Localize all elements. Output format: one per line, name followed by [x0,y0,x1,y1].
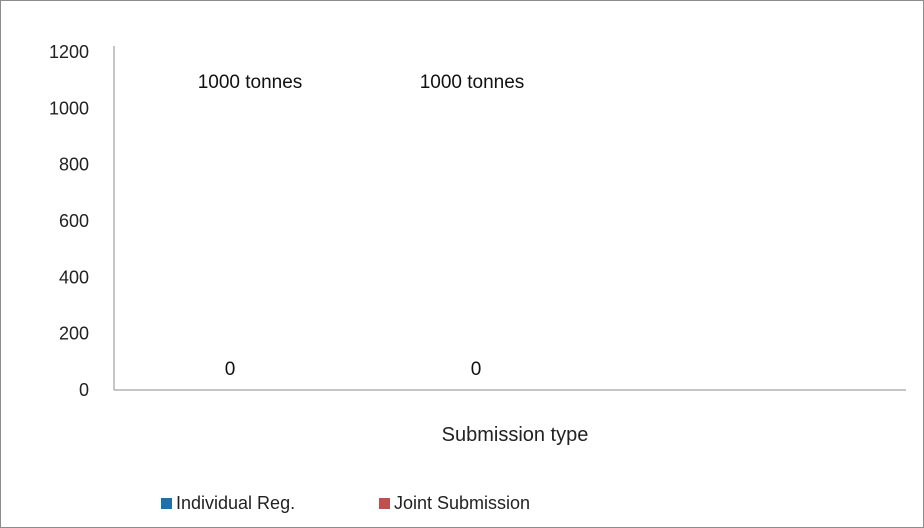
y-tick-label-1200: 1200 [49,42,89,62]
y-tick-label-0: 0 [79,380,89,400]
y-tick-labels: 0 200 400 600 800 1000 1200 [49,42,89,400]
data-label-individual-reg-1: 0 [225,359,236,380]
y-tick-label-600: 600 [59,211,89,231]
bar-joint-submission-2 [454,108,494,390]
data-label-joint-submission-1: 1000 tonnes [198,72,303,93]
data-label-individual-reg-2: 0 [471,359,482,380]
data-labels: 0 0 1000 tonnes 1000 tonnes [198,72,525,380]
y-tick-label-200: 200 [59,324,89,344]
legend-swatch-joint-submission [379,498,390,509]
legend-label-individual-reg: Individual Reg. [176,493,295,513]
legend: Individual Reg. Joint Submission [161,493,530,513]
y-tick-label-400: 400 [59,267,89,287]
bars [242,108,494,390]
y-tick-label-800: 800 [59,155,89,175]
bar-joint-submission-1 [242,108,282,390]
legend-swatch-individual-reg [161,498,172,509]
x-axis-title: Submission type [442,424,589,446]
legend-label-joint-submission: Joint Submission [394,493,530,513]
data-label-joint-submission-2: 1000 tonnes [420,72,525,93]
y-tick-label-1000: 1000 [49,98,89,118]
